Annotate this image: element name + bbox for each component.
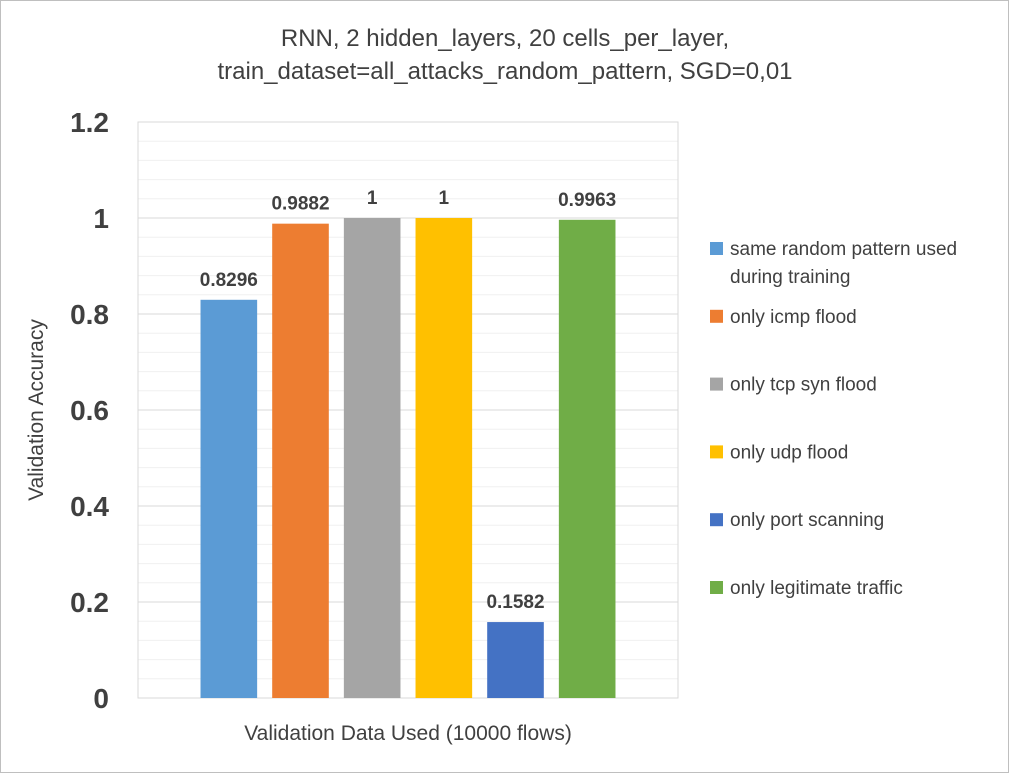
bar — [558, 219, 616, 698]
legend-swatch — [710, 513, 723, 527]
legend-label: only port scanning — [730, 510, 884, 531]
y-tick-label: 1 — [93, 203, 109, 234]
bar — [343, 218, 401, 698]
data-label: 0.9882 — [271, 194, 329, 215]
legend-item: same random pattern used during training — [710, 239, 957, 288]
y-axis-ticks: 0 0.2 0.4 0.6 0.8 1 1.2 — [70, 107, 109, 714]
x-axis-title: Validation Data Used (10000 flows) — [244, 722, 572, 745]
data-label: 1 — [439, 188, 450, 209]
legend-item: only legitimate traffic — [710, 578, 903, 599]
bar — [487, 622, 544, 698]
legend: same random pattern used during training o… — [710, 239, 957, 599]
y-tick-label: 0.4 — [70, 491, 109, 522]
bar — [415, 218, 473, 698]
chart-title-line: train_dataset=all_attacks_random_pattern… — [217, 58, 792, 85]
legend-item: only udp flood — [710, 442, 848, 463]
plot-area — [137, 121, 679, 699]
bar — [200, 299, 258, 698]
chart-title: RNN, 2 hidden_layers, 20 cells_per_layer… — [217, 25, 792, 85]
data-label: 0.1582 — [486, 592, 544, 613]
legend-label: same random pattern used — [730, 239, 957, 260]
legend-swatch — [710, 309, 723, 323]
legend-label: during training — [730, 267, 850, 288]
y-tick-label: 1.2 — [70, 107, 109, 138]
legend-swatch — [710, 581, 723, 594]
legend-swatch — [710, 445, 723, 459]
bars — [200, 218, 616, 698]
legend-item: only port scanning — [710, 510, 884, 531]
legend-label: only tcp syn flood — [730, 375, 877, 396]
bar — [272, 223, 329, 698]
legend-label: only legitimate traffic — [730, 578, 903, 599]
data-label: 0.8296 — [200, 270, 258, 291]
legend-label: only icmp flood — [730, 307, 857, 328]
legend-item: only icmp flood — [710, 307, 857, 328]
data-label: 1 — [367, 188, 378, 209]
y-tick-label: 0 — [93, 683, 109, 714]
y-axis-title: Validation Accuracy — [25, 319, 48, 501]
legend-item: only tcp syn flood — [710, 375, 877, 396]
legend-swatch — [710, 242, 723, 255]
legend-label: only udp flood — [730, 442, 848, 463]
y-tick-label: 0.2 — [70, 587, 109, 618]
legend-swatch — [710, 377, 723, 391]
y-tick-label: 0.8 — [70, 299, 109, 330]
chart-title-line: RNN, 2 hidden_layers, 20 cells_per_layer… — [281, 25, 729, 52]
data-label: 0.9963 — [558, 190, 616, 211]
y-tick-label: 0.6 — [70, 395, 109, 426]
data-labels: 0.8296 0.9882 1 1 0.1582 0.9963 — [200, 188, 616, 613]
